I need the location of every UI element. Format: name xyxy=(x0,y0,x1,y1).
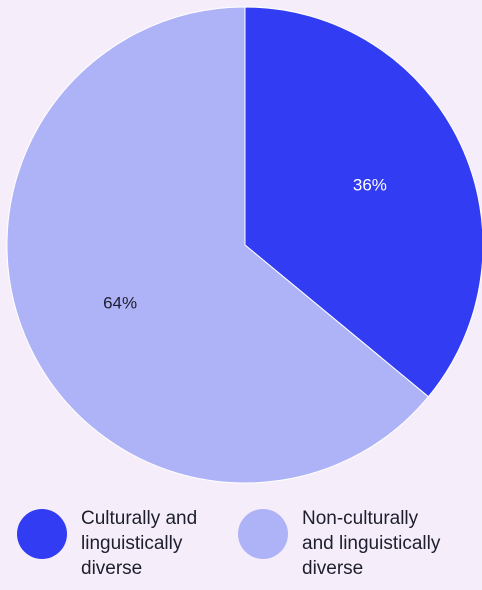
slice-non-culturally-diverse xyxy=(6,6,430,484)
legend-item-non-culturally-diverse: Non-culturally and linguistically divers… xyxy=(238,506,452,581)
slice-culturally-diverse xyxy=(244,6,482,398)
pie-chart: 36% 64% xyxy=(6,6,482,484)
legend-swatch-non-culturally-diverse xyxy=(238,509,288,559)
legend-label-culturally-diverse: Culturally and linguistically diverse xyxy=(81,508,198,579)
legend-swatch-culturally-diverse xyxy=(17,509,67,559)
legend-item-culturally-diverse: Culturally and linguistically diverse xyxy=(17,506,231,581)
slice-label-culturally-diverse: 36% xyxy=(353,176,387,195)
legend-label-non-culturally-diverse: Non-culturally and linguistically divers… xyxy=(302,508,441,579)
legend: Culturally and linguistically diverse No… xyxy=(0,506,482,590)
slice-label-non-culturally-diverse: 64% xyxy=(103,293,137,312)
